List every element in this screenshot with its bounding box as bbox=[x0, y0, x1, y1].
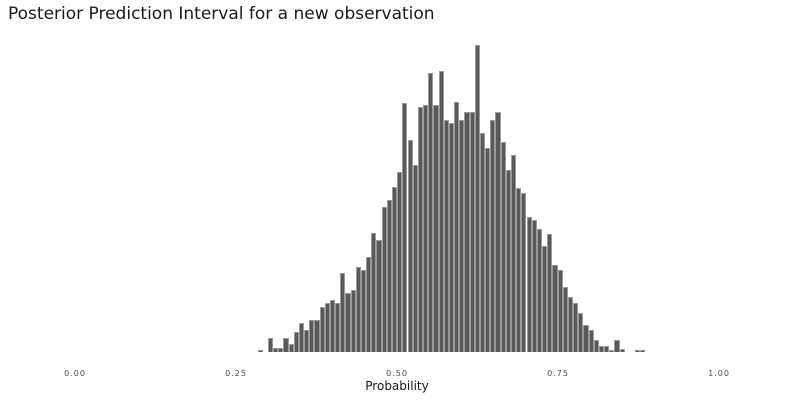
histogram-bar bbox=[505, 170, 511, 352]
x-tick-label: 0.25 bbox=[225, 369, 247, 378]
histogram-bar bbox=[443, 120, 449, 352]
histogram-bar bbox=[438, 71, 444, 352]
histogram-bar bbox=[464, 112, 470, 352]
histogram-bar bbox=[288, 344, 294, 352]
histogram-bar bbox=[293, 332, 299, 352]
histogram-bar bbox=[407, 140, 413, 352]
histogram-bar bbox=[454, 102, 460, 352]
histogram-bar bbox=[428, 73, 434, 352]
histogram-bar bbox=[397, 172, 403, 352]
histogram-bar bbox=[304, 330, 310, 352]
histogram-bar bbox=[557, 270, 563, 352]
histogram-bar bbox=[604, 346, 610, 352]
histogram-bar bbox=[298, 323, 305, 352]
histogram-bar bbox=[598, 346, 605, 352]
histogram-bar bbox=[619, 349, 625, 352]
histogram-bar bbox=[500, 142, 506, 352]
histogram-bar bbox=[485, 148, 491, 352]
x-axis-label: Probability bbox=[365, 379, 429, 393]
histogram-bar bbox=[319, 307, 325, 352]
histogram-bar bbox=[329, 300, 336, 352]
histogram-bar bbox=[376, 240, 382, 352]
histogram-bar bbox=[640, 350, 646, 352]
histogram-bar bbox=[536, 229, 542, 352]
histogram-bar bbox=[340, 273, 346, 352]
chart-title: Posterior Prediction Interval for a new … bbox=[8, 4, 435, 24]
histogram-bar bbox=[609, 350, 615, 352]
histogram-bar bbox=[345, 293, 351, 352]
histogram-bar bbox=[526, 217, 532, 352]
histogram-bar bbox=[448, 123, 455, 352]
histogram-bar bbox=[360, 270, 367, 352]
histogram-bar bbox=[562, 287, 568, 352]
histogram-bar bbox=[510, 155, 517, 352]
histogram-bar bbox=[521, 193, 527, 352]
histogram-bar bbox=[573, 303, 579, 352]
histogram-bar bbox=[552, 265, 558, 352]
histogram-bar bbox=[547, 234, 553, 352]
histogram-bar bbox=[283, 338, 289, 352]
histogram-bar bbox=[531, 220, 537, 352]
histogram-bar bbox=[314, 320, 320, 352]
histogram-bar bbox=[417, 107, 424, 352]
histogram-bar bbox=[273, 348, 279, 352]
x-tick-label: 0.50 bbox=[386, 369, 408, 378]
histogram-bar bbox=[495, 112, 501, 352]
histogram-bar bbox=[542, 246, 548, 352]
histogram-bar bbox=[309, 320, 315, 352]
histogram-bar bbox=[614, 340, 620, 352]
histogram-bar bbox=[490, 120, 496, 352]
histogram-bar bbox=[386, 200, 392, 352]
histogram-bar bbox=[402, 103, 408, 352]
histogram-bar bbox=[588, 330, 594, 352]
histogram-bar bbox=[583, 325, 589, 352]
histogram-bar bbox=[578, 313, 584, 352]
histogram-bar bbox=[423, 105, 429, 352]
histogram-bar bbox=[567, 297, 574, 352]
histogram-bar bbox=[335, 303, 341, 352]
histogram-bar bbox=[392, 187, 398, 352]
histogram-bar bbox=[267, 338, 273, 352]
x-tick-label: 1.00 bbox=[708, 369, 730, 378]
x-tick-label: 0.75 bbox=[547, 369, 569, 378]
histogram-bar bbox=[381, 207, 387, 352]
histogram-bar bbox=[366, 257, 372, 352]
histogram-bar bbox=[593, 340, 599, 352]
histogram-bar bbox=[474, 45, 480, 352]
histogram-bar bbox=[479, 133, 486, 352]
histogram-bar bbox=[516, 188, 522, 352]
histogram-bar bbox=[350, 290, 356, 352]
histogram-bar bbox=[257, 350, 263, 352]
histogram-bar bbox=[459, 120, 465, 352]
histogram-bar bbox=[324, 303, 330, 352]
histogram-bar bbox=[469, 112, 475, 352]
histogram-bar bbox=[433, 105, 439, 352]
histogram-bars bbox=[257, 45, 649, 352]
histogram-bar bbox=[371, 233, 377, 352]
histogram-bar bbox=[278, 348, 284, 352]
histogram-bar bbox=[355, 267, 361, 352]
histogram-bar bbox=[412, 165, 418, 352]
x-tick-label: 0.00 bbox=[64, 369, 86, 378]
histogram-bar bbox=[635, 350, 641, 352]
